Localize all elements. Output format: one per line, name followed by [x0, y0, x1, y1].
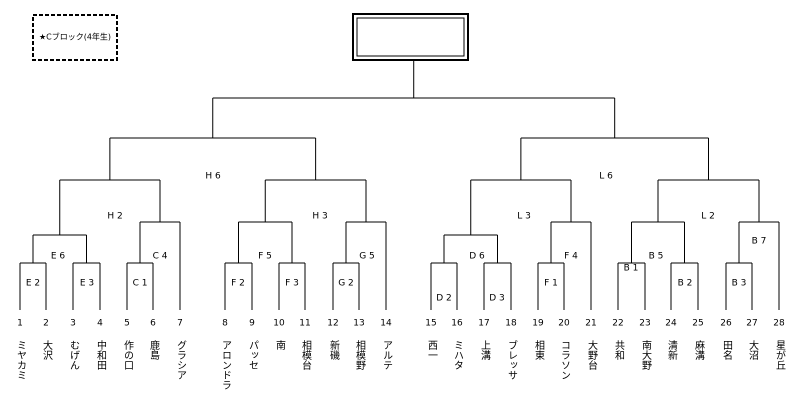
team-name: 清新 — [666, 339, 678, 361]
team-number: 15 — [425, 319, 436, 329]
team-name: ミヤカミ — [15, 340, 27, 380]
match-label: B 7 — [752, 237, 767, 247]
match-label: F 1 — [544, 279, 558, 289]
team-number: 16 — [451, 319, 463, 329]
match-label: D 2 — [436, 294, 452, 304]
match-label: C 1 — [133, 279, 148, 289]
match-label: H 6 — [205, 172, 221, 182]
team-name: アルテ — [381, 340, 393, 370]
match-label: H 3 — [312, 212, 327, 222]
team-name: 星が丘 — [774, 340, 786, 370]
match-label: F 3 — [285, 279, 299, 289]
match-label: D 6 — [469, 252, 485, 262]
team-name: 作の口 — [122, 340, 134, 370]
match-label: L 3 — [517, 212, 531, 222]
team-name: 大沼 — [747, 339, 759, 361]
team-number: 23 — [639, 319, 650, 329]
team-number: 27 — [746, 319, 757, 329]
team-name: パッセ — [247, 340, 259, 370]
team-name: 南 — [274, 339, 286, 350]
match-label: H 2 — [107, 212, 122, 222]
team-name: コラソン — [559, 340, 570, 380]
team-number: 19 — [532, 319, 544, 329]
match-label: B 2 — [678, 279, 693, 289]
team-name: 上溝 — [479, 340, 491, 361]
team-name: ミハタ — [452, 340, 464, 370]
match-label: G 5 — [359, 252, 375, 262]
team-number: 13 — [353, 319, 364, 329]
champion-box — [352, 13, 469, 61]
team-number: 25 — [692, 319, 703, 329]
team-number: 10 — [273, 319, 285, 329]
team-number: 5 — [124, 319, 130, 329]
team-number: 18 — [505, 319, 517, 329]
match-label: E 3 — [80, 279, 94, 289]
match-label: D 3 — [489, 294, 505, 304]
team-name: 中和田 — [95, 339, 107, 370]
team-number: 2 — [43, 319, 49, 329]
team-number: 8 — [222, 319, 228, 329]
match-label: L 6 — [599, 172, 613, 182]
team-name: 田名 — [721, 340, 733, 361]
team-name: 共和 — [613, 340, 625, 361]
team-number: 11 — [299, 319, 310, 329]
match-label: F 5 — [258, 252, 272, 262]
team-name: 相模野 — [354, 339, 366, 370]
match-label: F 2 — [231, 279, 245, 289]
match-label: G 2 — [338, 279, 354, 289]
header-box — [32, 14, 118, 61]
team-number: 21 — [585, 319, 596, 329]
team-name: グラシア — [175, 340, 187, 380]
team-name: 大沢 — [41, 339, 53, 361]
team-number: 1 — [17, 319, 23, 329]
match-label: E 2 — [26, 279, 40, 289]
team-number: 7 — [177, 319, 183, 329]
team-name: むげん — [68, 340, 80, 370]
team-name: ブレッサ — [506, 339, 518, 380]
team-number: 20 — [558, 319, 570, 329]
header-title: ★Cブロック(4年生) — [39, 32, 111, 42]
champion-box-inner — [356, 17, 465, 57]
team-name: 麻溝 — [693, 339, 705, 361]
team-name: 相東 — [533, 339, 545, 361]
team-number: 9 — [249, 319, 255, 329]
team-number: 6 — [150, 319, 156, 329]
team-name: 大野台 — [586, 339, 598, 371]
team-name: 新磯 — [328, 339, 340, 361]
match-label: B 3 — [732, 279, 747, 289]
match-label: C 4 — [153, 252, 168, 262]
team-name: 南大野 — [640, 339, 652, 370]
team-number: 22 — [612, 319, 623, 329]
team-number: 28 — [773, 319, 785, 329]
team-name: アロンドラ — [220, 340, 231, 390]
team-name: 鹿島 — [148, 339, 160, 361]
match-label: F 4 — [564, 252, 578, 262]
team-number: 24 — [665, 319, 677, 329]
match-label: L 2 — [701, 212, 715, 222]
team-number: 12 — [327, 319, 338, 329]
match-label: B 5 — [649, 252, 664, 262]
team-number: 14 — [380, 319, 392, 329]
match-label: B 1 — [624, 264, 639, 274]
team-name: 相模台 — [300, 339, 312, 371]
team-number: 17 — [478, 319, 489, 329]
team-number: 26 — [720, 319, 732, 329]
team-number: 4 — [97, 319, 103, 329]
team-number: 3 — [70, 319, 76, 329]
team-name: 西一 — [426, 340, 438, 360]
match-label: E 6 — [51, 252, 66, 262]
